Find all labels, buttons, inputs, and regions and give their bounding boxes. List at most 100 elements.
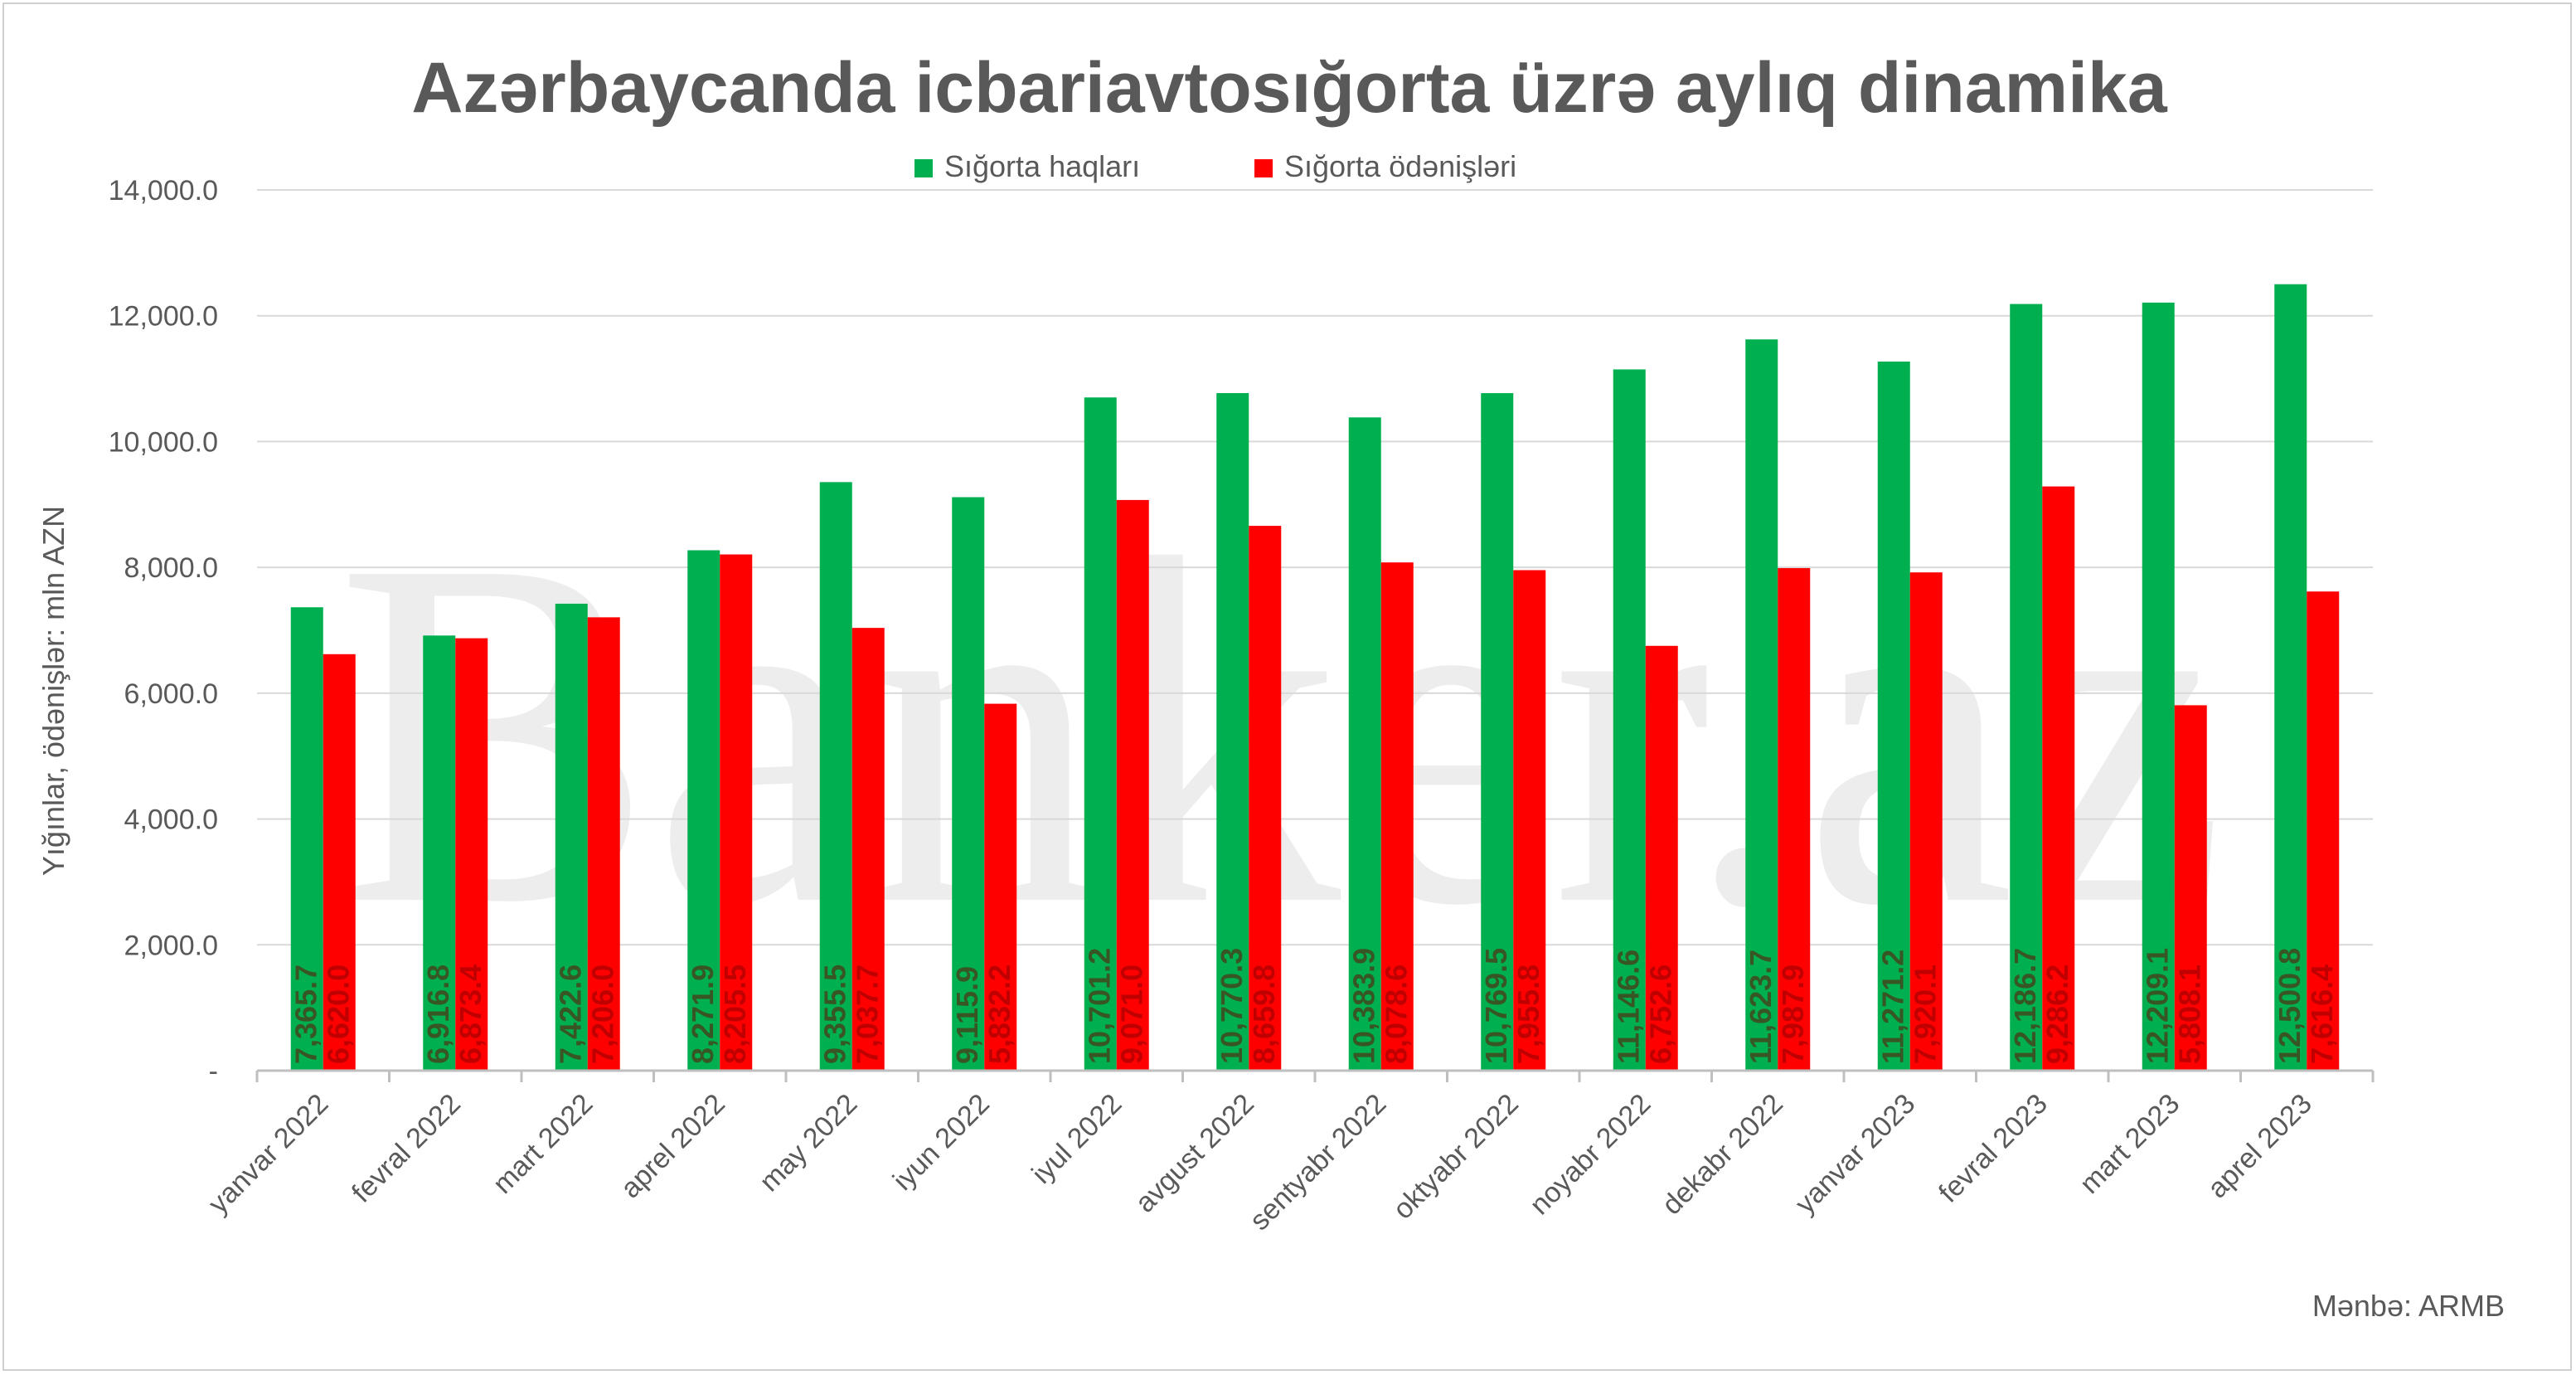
bar-premiums <box>2274 284 2307 1071</box>
bar-premiums <box>290 607 323 1071</box>
data-label-payments: 7,955.8 <box>1511 964 1545 1064</box>
data-label-payments: 6,873.4 <box>454 964 488 1064</box>
y-tick-label: 4,000.0 <box>124 804 218 836</box>
x-tick-label: aprel 2022 <box>614 1088 730 1204</box>
bar-payments <box>1909 572 1943 1071</box>
bar-payments <box>1513 570 1546 1071</box>
x-tick-label: yanvar 2023 <box>1789 1088 1921 1220</box>
x-tick-label: oktyabr 2022 <box>1387 1088 1525 1226</box>
data-label-premiums: 10,701.2 <box>1082 948 1116 1064</box>
bar-payments <box>2174 705 2207 1071</box>
data-label-payments: 5,808.1 <box>2172 964 2206 1064</box>
bar-premiums <box>1348 417 1381 1071</box>
x-tick-label: yanvar 2022 <box>202 1088 334 1220</box>
legend-label-payments: Sığorta ödənişləri <box>1284 149 1516 183</box>
data-label-payments: 7,920.1 <box>1908 964 1942 1064</box>
data-label-premiums: 6,916.8 <box>421 964 455 1064</box>
data-label-premiums: 10,770.3 <box>1215 948 1249 1064</box>
data-label-premiums: 11,146.6 <box>1611 950 1645 1064</box>
x-tick-label: fevral 2023 <box>1933 1088 2054 1209</box>
bar-premiums <box>1745 339 1778 1071</box>
y-tick-label: 8,000.0 <box>124 552 218 584</box>
bar-premiums <box>1216 392 1249 1071</box>
bar-payments <box>1249 526 1282 1071</box>
data-label-premiums: 9,355.5 <box>817 964 851 1064</box>
bar-premiums <box>952 497 985 1071</box>
data-label-premiums: 12,209.1 <box>2140 948 2174 1064</box>
bar-premiums <box>819 482 852 1071</box>
data-label-payments: 6,752.6 <box>1643 964 1677 1064</box>
data-labels: 7,365.7 6,916.8 7,422.6 8,271.9 9,355.5 9,115… <box>289 948 2339 1064</box>
bar-payments <box>720 554 753 1071</box>
data-label-premiums: 7,422.6 <box>553 964 587 1064</box>
data-label-premiums: 10,383.9 <box>1346 948 1380 1064</box>
legend-swatch-premiums <box>914 159 933 177</box>
x-tick-label: mart 2022 <box>487 1088 599 1200</box>
data-label-payments: 9,286.2 <box>2040 964 2074 1064</box>
legend: Sığorta haqları Sığorta ödənişləri <box>914 149 1516 183</box>
bar-payments <box>1778 568 1811 1071</box>
bar-premiums <box>687 550 720 1071</box>
x-axis-ticks: yanvar 2022 fevral 2022 mart 2022 aprel 202… <box>202 1088 2318 1237</box>
data-label-payments: 7,037.7 <box>850 964 884 1064</box>
bar-premiums <box>1877 361 1910 1071</box>
y-tick-label: 12,000.0 <box>109 301 218 333</box>
bar-chart: Banker.az Azərbaycanda icbariavtosığorta… <box>36 48 2505 1323</box>
bar-premiums <box>1481 393 1514 1071</box>
bar-payments <box>455 638 488 1071</box>
data-label-payments: 9,071.0 <box>1114 964 1148 1064</box>
bar-payments <box>984 703 1017 1071</box>
bar-premiums <box>423 635 456 1071</box>
bar-payments <box>323 653 356 1071</box>
bar-payments <box>2307 591 2340 1071</box>
data-label-payments: 8,078.6 <box>1379 964 1413 1064</box>
data-label-payments: 7,987.9 <box>1776 964 1810 1064</box>
data-label-premiums: 9,115.9 <box>950 966 984 1064</box>
bar-premiums <box>2010 304 2043 1071</box>
bar-premiums <box>555 603 588 1071</box>
data-label-premiums: 11,271.2 <box>1875 950 1909 1064</box>
y-tick-label: 2,000.0 <box>124 930 218 961</box>
data-label-premiums: 7,365.7 <box>289 964 323 1064</box>
data-label-premiums: 11,623.7 <box>1744 950 1778 1064</box>
x-tick-label: iyun 2022 <box>887 1088 996 1197</box>
data-label-premiums: 10,769.5 <box>1479 948 1513 1064</box>
x-tick-label: fevral 2022 <box>346 1088 467 1209</box>
data-label-premiums: 8,271.9 <box>686 964 720 1064</box>
bar-premiums <box>2142 302 2175 1071</box>
bar-premiums <box>1084 397 1117 1071</box>
data-label-payments: 5,832.2 <box>982 964 1016 1064</box>
x-axis <box>255 1069 2375 1082</box>
data-label-premiums: 12,186.7 <box>2008 948 2042 1064</box>
x-tick-label: dekabr 2022 <box>1656 1088 1789 1222</box>
bar-payments <box>2042 486 2075 1071</box>
x-tick-label: aprel 2023 <box>2201 1088 2317 1204</box>
data-label-payments: 7,206.0 <box>585 964 619 1064</box>
data-label-payments: 6,620.0 <box>321 964 355 1064</box>
y-tick-label: - <box>209 1056 218 1087</box>
bar-payments <box>587 617 620 1071</box>
bar-payments <box>1380 562 1414 1071</box>
x-tick-label: noyabr 2022 <box>1524 1088 1657 1222</box>
y-axis-label: Yığınlar, ödənişlər: mln AZN <box>36 506 70 876</box>
data-label-premiums: 12,500.8 <box>2273 948 2307 1064</box>
y-tick-label: 6,000.0 <box>124 678 218 710</box>
y-axis-ticks: - 2,000.0 4,000.0 6,000.0 8,000.0 10,000.0 12,… <box>109 175 218 1087</box>
y-tick-label: 10,000.0 <box>109 426 218 458</box>
chart-title: Azərbaycanda icbariavtosığorta üzrə aylı… <box>411 48 2168 128</box>
x-tick-label: may 2022 <box>754 1088 863 1198</box>
x-tick-label: mart 2023 <box>2074 1088 2185 1200</box>
legend-label-premiums: Sığorta haqları <box>944 149 1140 183</box>
data-label-payments: 8,205.5 <box>718 964 752 1064</box>
x-tick-label: iyul 2022 <box>1026 1088 1128 1190</box>
bar-premiums <box>1613 369 1646 1071</box>
x-tick-label: avgust 2022 <box>1129 1088 1260 1219</box>
bar-payments <box>851 628 885 1071</box>
bar-payments <box>1116 499 1149 1071</box>
bars <box>290 284 2340 1071</box>
y-tick-label: 14,000.0 <box>109 175 218 206</box>
data-label-payments: 7,616.4 <box>2305 964 2339 1064</box>
data-label-payments: 8,659.8 <box>1247 964 1281 1064</box>
legend-swatch-payments <box>1254 159 1273 177</box>
